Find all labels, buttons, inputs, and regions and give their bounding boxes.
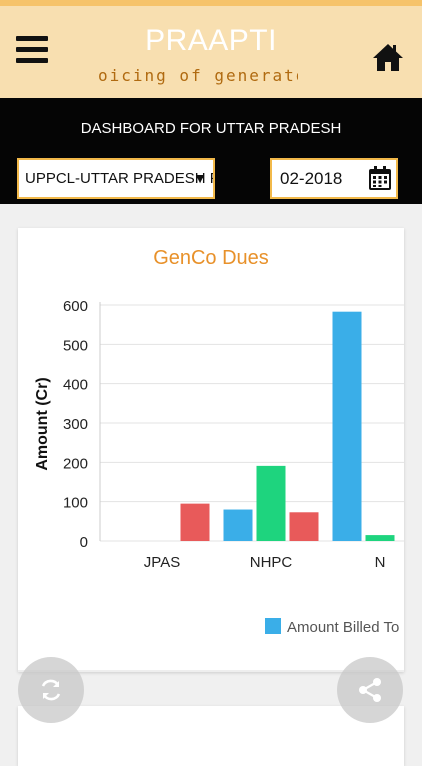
dashboard-filter-bar: DASHBOARD FOR UTTAR PRADESH UPPCL-UTTAR …: [0, 98, 422, 204]
card-bottom-divider: [18, 670, 404, 672]
y-tick-label: 500: [63, 337, 88, 354]
genco-dues-chart: 0 100 200 300 400 500 600 Amount (Cr) JPAS NHPC N A…: [18, 298, 404, 672]
app-title: PRAAPTI: [145, 24, 277, 57]
bar-jpas-series2: [180, 503, 210, 541]
x-tick-label: N: [375, 554, 386, 571]
legend-swatch: [265, 618, 281, 634]
dashboard-title: DASHBOARD FOR UTTAR PRADESH: [80, 120, 342, 137]
header-marquee-text: oicing of generators: [98, 66, 298, 85]
refresh-button[interactable]: [18, 657, 84, 723]
x-tick-label: JPAS: [144, 554, 180, 571]
refresh-icon: [41, 679, 61, 701]
bar-n-series0: [332, 311, 362, 541]
month-date-field[interactable]: 02-2018: [270, 158, 398, 199]
y-tick-label: 400: [63, 377, 88, 394]
y-tick-label: 200: [63, 455, 88, 472]
bar-n-series1: [365, 535, 395, 541]
legend-label: Amount Billed To: [287, 619, 399, 636]
genco-dues-card: GenCo Dues 0 100 200 300 400 500 600 Amount (Cr…: [18, 228, 404, 672]
y-axis-label: Amount (Cr): [34, 377, 51, 470]
discom-select[interactable]: UPPCL-UTTAR PRADESH PO ▼: [17, 158, 215, 199]
bar-nhpc-series0: [223, 509, 253, 541]
calendar-icon[interactable]: [368, 166, 392, 191]
home-icon[interactable]: [372, 42, 404, 72]
share-button[interactable]: [337, 657, 403, 723]
dropdown-arrow-icon: ▼: [193, 170, 207, 186]
y-tick-label: 0: [80, 534, 88, 551]
share-icon: [359, 678, 381, 702]
discom-select-value: UPPCL-UTTAR PRADESH PO: [25, 170, 215, 187]
y-tick-label: 100: [63, 495, 88, 512]
hamburger-menu-icon[interactable]: [16, 36, 48, 66]
top-accent-strip: [0, 0, 422, 6]
y-tick-label: 600: [63, 298, 88, 315]
second-card: [18, 706, 404, 766]
y-tick-label: 300: [63, 416, 88, 433]
date-value: 02-2018: [280, 169, 343, 188]
app-header: PRAAPTI oicing of generators: [0, 6, 422, 98]
bar-nhpc-series2: [289, 512, 319, 541]
x-tick-label: NHPC: [250, 554, 293, 571]
bar-nhpc-series1: [256, 465, 286, 541]
chart-title: GenCo Dues: [153, 247, 269, 269]
